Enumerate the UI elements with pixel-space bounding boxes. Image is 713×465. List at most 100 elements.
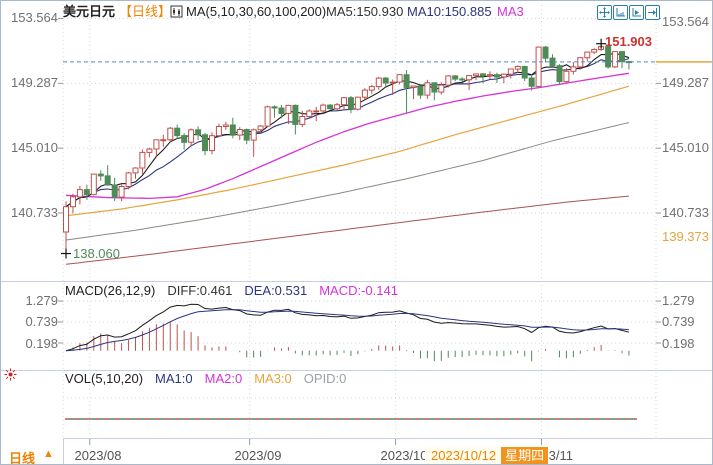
candle [222,121,229,131]
candle [257,125,264,134]
candle [229,117,236,139]
divider-vol-footer [1,438,712,439]
candle [278,104,285,119]
candle [306,109,313,119]
candle [382,76,389,87]
low-marker [61,248,71,259]
chart-type-icon[interactable] [170,5,183,21]
high-price-label: 151.903 [605,34,652,49]
price-tick-left-1: 149.287 [11,75,58,90]
candle [76,185,83,205]
price-tick-right-2: 145.010 [662,140,709,155]
candle [320,103,327,115]
candle [334,102,341,111]
candle [459,77,466,83]
candle [514,65,521,74]
candle [139,149,146,175]
candle [236,127,243,140]
macd-tick-left-0: 1.279 [25,293,58,308]
vol-ma2-value: MA2:0 [204,371,243,386]
candle [70,193,76,214]
selected-date-value: 2023/10/12 [425,447,502,464]
candle [507,68,514,79]
candle [375,76,382,90]
candle [104,165,111,186]
candle [299,110,306,127]
x-tick-aug: 2023/08 [74,448,122,463]
candle [431,82,438,101]
candle [188,128,195,147]
candle [285,104,292,125]
candle [410,85,417,100]
candle [591,48,598,55]
crosshair-move-icon[interactable] [597,5,612,20]
macd-dea-value: DEA:0.531 [244,283,308,298]
vol-params-label: VOL(5,10,20) [65,371,144,386]
candle [473,73,480,81]
candle [500,73,507,84]
candle [542,46,549,63]
candle [556,64,563,85]
candle [341,97,347,110]
selected-weekday-value: 星期四 [501,447,549,464]
candle [271,105,278,118]
candle [202,132,208,156]
price-tick-left-2: 145.010 [11,140,58,155]
macd-diff-value: DIFF:0.461 [167,283,233,298]
divider-main-macd [1,281,712,282]
candle [250,128,257,157]
candle [347,95,354,114]
candle [118,184,125,202]
candle [493,72,500,83]
low-price-label: 138.060 [73,246,120,261]
candle [264,105,271,127]
candle [424,79,431,99]
jump-to-latest-icon[interactable] [645,5,660,20]
candle [181,133,188,150]
period-selector-label: 日线 [9,451,36,465]
candle [292,104,299,135]
vol-ma3-value: MA3:0 [254,371,292,386]
candle [605,45,612,69]
axis-range-icon[interactable] [613,5,628,20]
candle [480,73,486,84]
candles-layer [63,43,632,254]
gridlines [62,4,657,437]
ma-line-ma200 [65,195,630,265]
candle [584,51,591,62]
candle [125,171,132,190]
candle [396,74,403,85]
price-tick-right-0: 153.564 [662,14,709,29]
candle [521,65,528,81]
axis-marker-label: 139.373 [662,229,709,244]
macd-tick-left-2: 0.198 [25,336,58,351]
candle [368,84,375,94]
price-panel [63,43,632,265]
price-tick-left-0: 153.564 [11,10,58,25]
candle [403,70,410,114]
x-tick-sep: 2023/09 [234,448,282,463]
symbol-title: 美元日元 [63,4,116,19]
candle [535,46,542,88]
candle [570,62,577,75]
candle [327,104,334,110]
candle [389,79,396,95]
period-selector[interactable]: 日线 ▲ [1,438,64,465]
hot-indicator-icon[interactable] [4,368,17,384]
macd-params-label: MACD(26,12,9) [65,283,156,298]
candle [160,134,167,147]
ma-line-ma10 [65,58,630,208]
candle [313,106,320,122]
divider-macd-vol [1,370,712,371]
candle [445,75,452,88]
candle [466,75,473,90]
candle [438,82,445,95]
candle [243,128,250,145]
candle [612,50,619,68]
candle [549,54,556,67]
macd-tick-right-1: 0.739 [662,314,695,329]
candle [361,88,368,100]
axis-play-icon[interactable] [629,5,644,20]
price-tick-right-3: 140.733 [662,205,709,220]
